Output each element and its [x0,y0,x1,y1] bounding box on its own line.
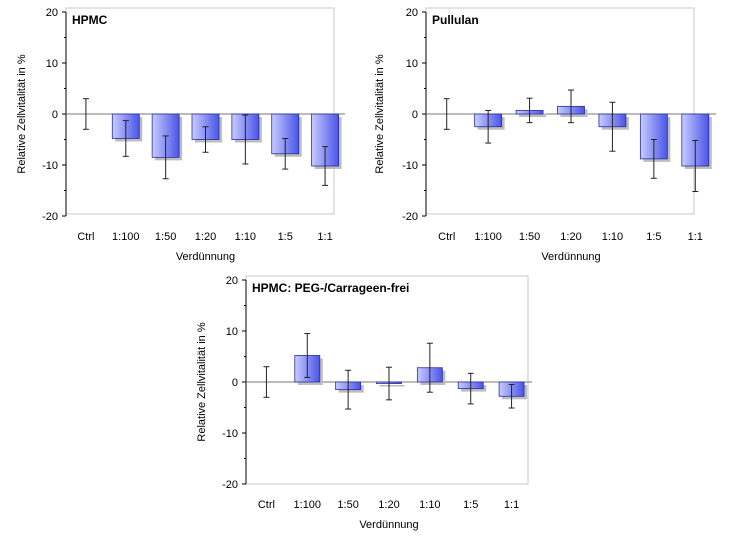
y-tick-label: -20 [402,211,418,223]
x-tick-label: 1:20 [195,231,216,243]
chart-svg: 20 10 0 -10 -20 Ctrl 1:100 1:50 1:20 1:10 1:5 1:1 Pu… [374,7,716,263]
plot-frame [245,275,529,485]
y-tick-label: -10 [402,160,418,172]
y-tick-label: 20 [46,7,58,19]
x-tick-label: 1:5 [463,499,478,511]
y-tick-label: 20 [226,275,238,287]
bar-shadow [519,113,547,117]
bar [311,113,339,167]
x-tick-label: 1:1 [504,499,519,511]
x-tick-label: 1:20 [560,231,581,243]
x-tick-label: 1:100 [112,231,140,243]
chart-hpmc-peg-carrageen-frei: 20 10 0 -10 -20 Ctrl 1:100 1:50 1:20 1:10 1:5 1:1 HP… [188,270,540,536]
x-tick-label: Ctrl [77,231,94,243]
y-tick-label: -10 [222,428,238,440]
y-axis-label: Relative Zellvitalität in % [196,322,208,441]
y-tick-label: 20 [406,7,418,19]
chart-hpmc: 20 10 0 -10 -20 Ctrl 1:100 1:50 1:20 1:10 1:5 1:1 HP… [8,2,358,268]
x-tick-label: 1:50 [337,499,358,511]
x-axis-label: Verdünnung [176,251,235,263]
x-axis-label: Verdünnung [541,251,600,263]
x-tick-label: 1:5 [278,231,293,243]
x-tick-label: 1:1 [688,231,703,243]
x-tick-label: Ctrl [258,499,275,511]
y-tick-label: -10 [42,160,58,172]
x-tick-label: 1:100 [474,231,502,243]
y-tick-label: -20 [222,479,238,491]
x-tick-label: Ctrl [438,231,455,243]
x-tick-label: 1:10 [419,499,440,511]
x-tick-label: 1:100 [294,499,322,511]
y-tick-label: 10 [406,58,418,70]
chart-pullulan: 20 10 0 -10 -20 Ctrl 1:100 1:50 1:20 1:10 1:5 1:1 Pu… [366,2,726,268]
y-axis-label: Relative Zellvitalität in % [374,54,386,173]
chart-svg: 20 10 0 -10 -20 Ctrl 1:100 1:50 1:20 1:10 1:5 1:1 HP… [196,275,532,531]
x-tick-label: 1:1 [317,231,332,243]
x-tick-label: 1:10 [235,231,256,243]
y-tick-label: 0 [412,109,418,121]
chart-title: HPMC: PEG-/Carrageen-frei [252,281,409,295]
y-axis-label: Relative Zellvitalität in % [16,54,28,173]
chart-svg: 20 10 0 -10 -20 Ctrl 1:100 1:50 1:20 1:10 1:5 1:1 HP… [16,7,345,263]
chart-title: Pullulan [432,13,479,27]
y-tick-label: 10 [226,326,238,338]
x-tick-label: 1:20 [378,499,399,511]
x-tick-label: 1:10 [602,231,623,243]
chart-title: HPMC [72,13,108,27]
x-tick-label: 1:50 [155,231,176,243]
y-tick-label: 0 [52,109,58,121]
x-axis-label: Verdünnung [359,519,418,531]
x-tick-label: 1:5 [646,231,661,243]
bar-shadow [379,385,405,387]
y-tick-label: -20 [42,211,58,223]
x-tick-label: 1:50 [519,231,540,243]
y-tick-label: 10 [46,58,58,70]
plot-frame [65,7,335,215]
y-tick-label: 0 [232,377,238,389]
